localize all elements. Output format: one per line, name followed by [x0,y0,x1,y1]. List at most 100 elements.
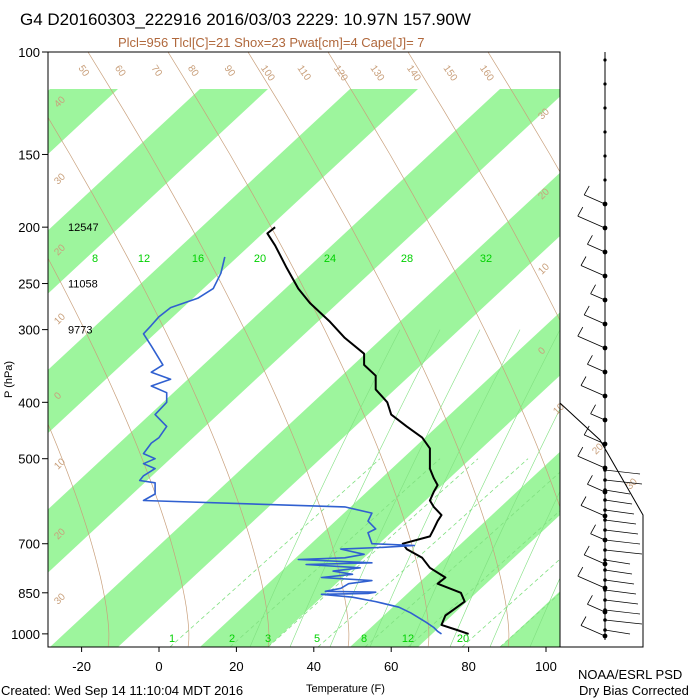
dry-adiabat [247,52,510,647]
series-line-temperature [266,226,469,635]
wind-barb-flag [590,524,596,534]
series-line-dewpoint [138,256,442,635]
mixing-ratio-bottom-label: 12 [402,633,414,645]
wind-barb [580,265,606,277]
wind-marker [603,58,607,62]
x-tick-label: 40 [307,659,321,674]
height-label: 9773 [68,325,92,337]
moist-adiabat [369,329,521,647]
chart-subtitle: Plcl=956 Tlcl[C]=21 Shox=23 Pwat[cm]=4 C… [118,35,425,50]
wind-marker [603,130,607,134]
axes: -20 0 20 40 60 80 100 100 150 200 250 300 400 500 700 8… [11,45,557,674]
wind-barb [580,625,606,637]
x-tick-label: -20 [72,659,91,674]
y-tick-label: 850 [18,586,40,601]
wind-barb [587,483,606,493]
x-tick-label: 80 [461,659,475,674]
wind-barb-flag [590,404,596,414]
mixing-ratio-line [169,458,381,647]
wind-marker [603,82,607,86]
wind-barb-flag [587,355,593,365]
dry-adiabat [167,52,430,647]
wind-barb-dense [604,529,639,535]
bias-note: Dry Bias Corrected [579,683,689,698]
mixing-ratio-bottom-label: 5 [314,633,320,645]
right-isotherm-label: 30 [624,476,640,492]
mixing-ratio-bottom-label: 1 [169,633,175,645]
wind-barb-flag [580,256,587,266]
wind-barb-dense [604,609,641,615]
wind-barb-dense [604,579,635,585]
wind-barb-dense [604,599,639,605]
mixing-ratio-lines [169,329,560,647]
moist-adiabat [329,329,481,647]
mixing-ratio-line [229,458,441,647]
wind-barb-flag [583,425,590,436]
mixing-ratio-label: 24 [324,253,336,265]
wind-barb [590,413,606,421]
wind-barb [580,385,606,397]
sounding-lines [138,226,469,635]
x-tick-label: 20 [229,659,243,674]
moist-adiabat [449,408,560,647]
mixing-ratio-line [364,471,560,647]
y-tick-label: 1000 [11,627,40,642]
wind-barb-flag [577,566,584,577]
dry-adiabat [568,52,700,646]
temperature-band [48,89,418,434]
temperature-band [48,89,268,294]
wind-barb [577,215,606,229]
dry-adiabat [648,52,700,646]
created-timestamp: Created: Wed Sep 14 11:10:04 MDT 2016 [1,683,243,698]
wind-barb-flag [590,284,596,294]
wind-barb-dense [604,469,641,475]
chart-title: G4 D20160303_222916 2016/03/03 2229: 10.… [20,10,471,29]
mixing-ratio-bottom-label: 2 [229,633,235,645]
wind-barb [584,554,606,565]
temperature-band [650,89,700,647]
y-tick-label: 700 [18,537,40,552]
mixing-ratio-label: 8 [92,253,98,265]
mixing-ratio-bottom-label: 20 [457,633,469,645]
wind-barb-flag [583,305,590,316]
hodograph-outline [559,402,644,648]
wind-barb-flag [587,595,593,605]
mixing-ratio-line [317,458,529,647]
moist-adiabat [529,577,560,647]
moist-adiabat [489,490,560,647]
wind-barb-dense [604,629,631,635]
mixing-ratio-label: 12 [138,253,150,265]
temperature-bands [48,89,700,647]
wind-barb-flag [580,496,587,506]
wind-barb-flag [580,616,587,626]
wind-barb-dense [604,519,637,525]
wind-barb [584,194,606,205]
x-axis-label: Temperature (F) [306,683,385,695]
wind-barb-dense [604,499,633,505]
temperature-band [48,89,118,155]
wind-barb-dense [604,539,641,545]
wind-barb [590,533,606,541]
wind-barb [577,575,606,589]
wind-barb-flag [577,206,584,217]
temperature-band [500,591,560,647]
wind-barb-flag [583,545,590,556]
wind-barb-dense [604,619,643,625]
wind-barb-flag [587,475,593,485]
mixing-ratio-bottom-label: 3 [265,633,271,645]
temperature-band [350,451,560,647]
wind-barb [584,314,606,325]
mixing-ratio-label: 28 [401,253,413,265]
wind-barb-dense [604,589,637,595]
mixing-ratio-label: 32 [480,253,492,265]
height-label: 12547 [68,222,99,234]
temperature-band [48,89,560,573]
wind-barb-dense [604,549,643,555]
y-tick-label: 200 [18,220,40,235]
wind-barb [587,363,606,373]
wind-barb-flag [580,376,587,386]
dry-adiabat [48,116,270,647]
